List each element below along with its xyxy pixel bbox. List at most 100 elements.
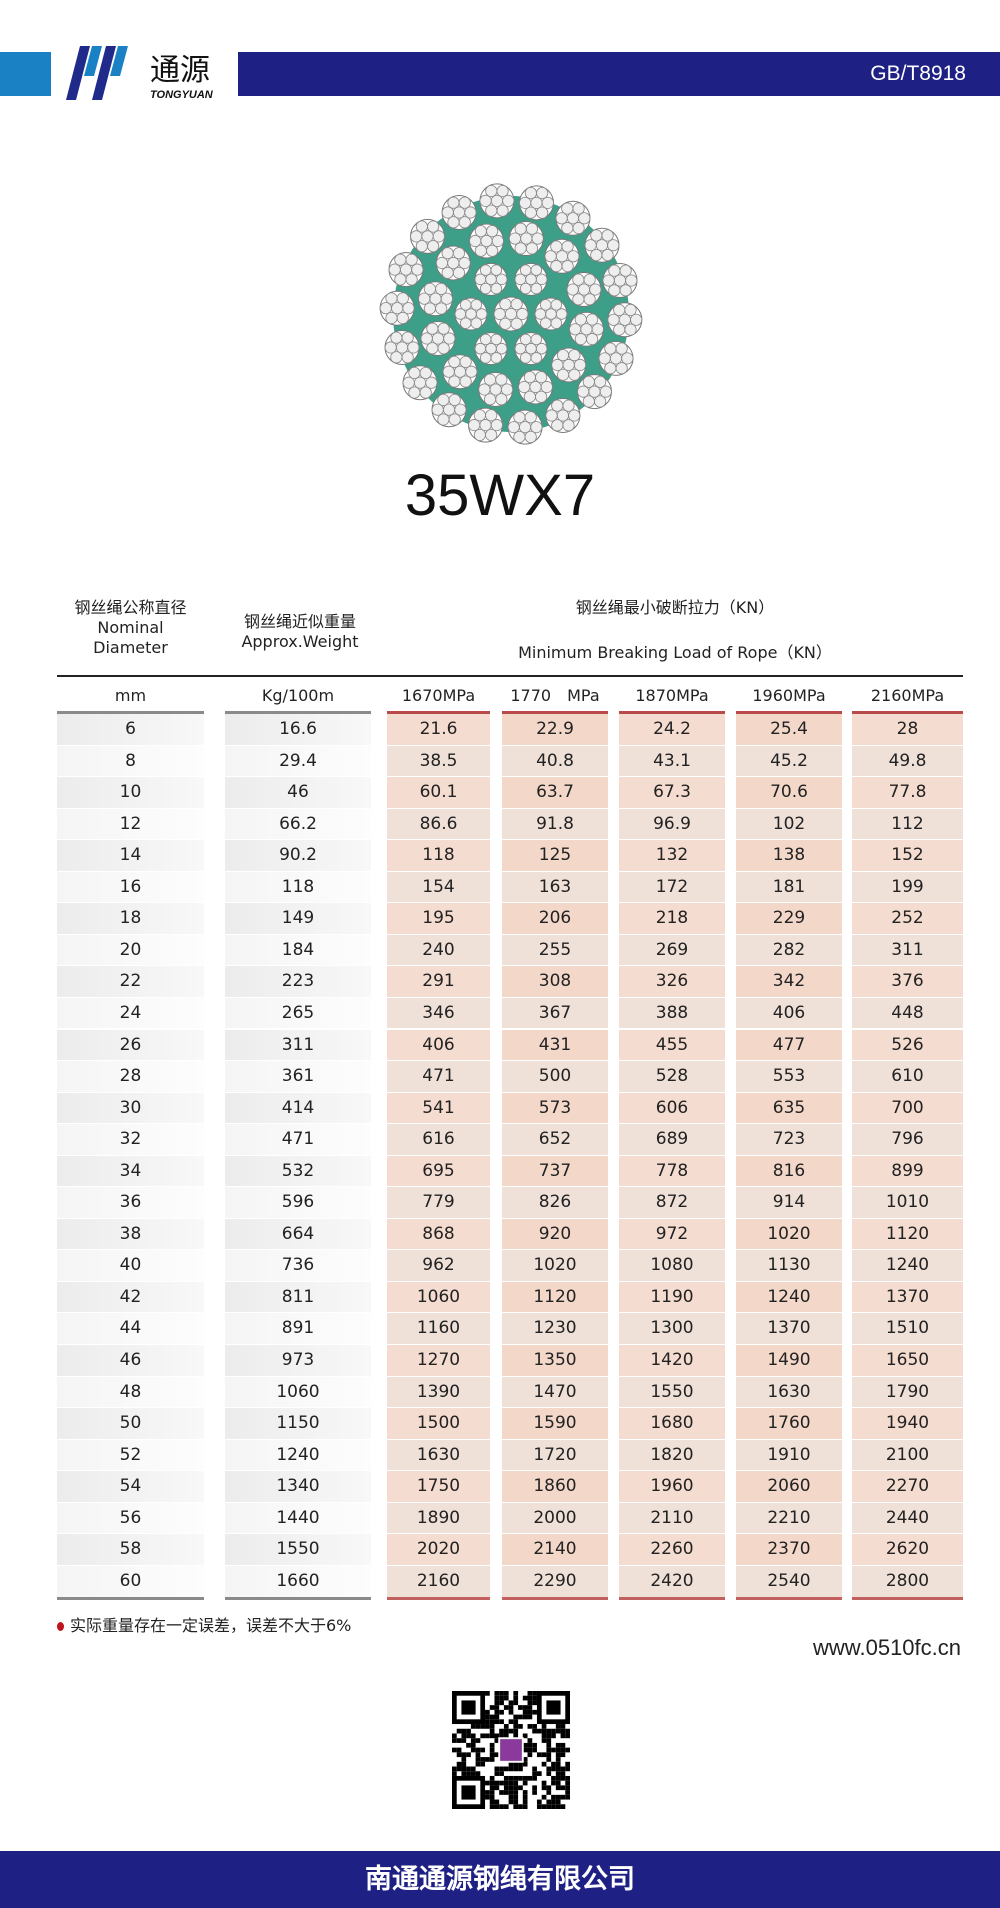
- strand: [435, 245, 471, 281]
- table-cell: 342: [736, 966, 842, 998]
- table-cell: 1130: [736, 1250, 842, 1282]
- table-cell: 2440: [852, 1502, 963, 1535]
- table-cell: 1120: [502, 1281, 608, 1314]
- table-cell: 1240: [225, 1439, 371, 1472]
- strand: [410, 218, 446, 254]
- table-cell: 826: [502, 1187, 608, 1219]
- header-accent-block: [0, 52, 51, 96]
- table-cell: 54: [57, 1471, 204, 1503]
- note-text: 实际重量存在一定误差，误差不大于6%: [70, 1616, 352, 1635]
- table-cell: 1820: [619, 1439, 725, 1472]
- table-cell: 28: [852, 711, 963, 746]
- table-cell: 1350: [502, 1345, 608, 1377]
- table-cell: 448: [852, 997, 963, 1030]
- table-cell: 50: [57, 1408, 204, 1440]
- table-cell: 1650: [852, 1345, 963, 1377]
- weight-header: 钢丝绳近似重量 Approx.Weight: [220, 612, 380, 652]
- table-cell: 2270: [852, 1471, 963, 1503]
- unit-header: 1770 MPa: [510, 686, 600, 705]
- table-cell: 2000: [502, 1502, 608, 1535]
- table-cell: 723: [736, 1124, 842, 1156]
- header-bar: [238, 52, 1000, 96]
- strand: [388, 252, 424, 288]
- table-cell: 972: [619, 1218, 725, 1251]
- table-cell: 2060: [736, 1471, 842, 1503]
- strand: [431, 392, 467, 428]
- table-cell: 455: [619, 1029, 725, 1061]
- load-header-en: Minimum Breaking Load of Rope（KN）: [518, 643, 832, 662]
- table-cell: 181: [736, 871, 842, 904]
- table-cell: 163: [502, 871, 608, 904]
- strand: [474, 332, 508, 366]
- strand: [454, 297, 488, 331]
- table-cell: 43.1: [619, 745, 725, 778]
- unit-header: 1870MPa: [635, 686, 709, 705]
- table-cell: 60: [57, 1565, 204, 1601]
- footer-bar: 南通通源钢绳有限公司: [0, 1851, 1000, 1908]
- table-cell: 2210: [736, 1502, 842, 1535]
- table-cell: 2290: [502, 1565, 608, 1601]
- table-cell: 1160: [387, 1313, 490, 1345]
- table-cell: 689: [619, 1124, 725, 1156]
- table-cell: 138: [736, 840, 842, 872]
- table-cell: 112: [852, 808, 963, 841]
- table-cell: 125: [502, 840, 608, 872]
- table-cell: 1760: [736, 1408, 842, 1440]
- table-cell: 44: [57, 1313, 204, 1345]
- rope-cross-section-image: [379, 183, 643, 445]
- diameter-header-en2: Diameter: [93, 638, 168, 657]
- table-cell: 2540: [736, 1565, 842, 1601]
- table-cell: 891: [225, 1313, 371, 1345]
- table-cell: 616: [387, 1124, 490, 1156]
- strand: [478, 371, 514, 407]
- table-cell: 899: [852, 1155, 963, 1188]
- bullet-icon: [57, 1622, 64, 1631]
- table-cell: 26: [57, 1029, 204, 1061]
- table-cell: 1270: [387, 1345, 490, 1377]
- table-cell: 77.8: [852, 777, 963, 809]
- strand: [507, 409, 543, 445]
- table-cell: 91.8: [502, 808, 608, 841]
- strand: [402, 365, 438, 401]
- table-cell: 1300: [619, 1313, 725, 1345]
- strand: [576, 374, 612, 410]
- table-cell: 12: [57, 808, 204, 841]
- table-cell: 376: [852, 966, 963, 998]
- table-cell: 2260: [619, 1534, 725, 1566]
- table-cell: 48: [57, 1376, 204, 1409]
- table-cell: 152: [852, 840, 963, 872]
- table-cell: 49.8: [852, 745, 963, 778]
- table-cell: 471: [225, 1124, 371, 1156]
- table-cell: 1960: [619, 1471, 725, 1503]
- table-cell: 1500: [387, 1408, 490, 1440]
- table-cell: 541: [387, 1092, 490, 1125]
- table-cell: 6: [57, 711, 204, 746]
- website-link[interactable]: www.0510fc.cn: [813, 1635, 961, 1660]
- table-cell: 1550: [225, 1534, 371, 1566]
- table-cell: 2110: [619, 1502, 725, 1535]
- strand: [544, 238, 580, 274]
- logo-stripes-icon: 通源 TONGYUAN: [66, 46, 214, 101]
- table-cell: 388: [619, 997, 725, 1030]
- table-cell: 40: [57, 1250, 204, 1282]
- logo-en: TONGYUAN: [150, 89, 214, 101]
- strand: [442, 354, 478, 390]
- table-cell: 1060: [387, 1281, 490, 1314]
- table-cell: 118: [387, 840, 490, 872]
- table-cell: 46: [57, 1345, 204, 1377]
- table-cell: 796: [852, 1124, 963, 1156]
- table-cell: 1510: [852, 1313, 963, 1345]
- table-cell: 311: [852, 934, 963, 967]
- strand: [441, 194, 477, 230]
- table-cell: 16: [57, 871, 204, 904]
- table-cell: 1470: [502, 1376, 608, 1409]
- header-divider: [57, 675, 963, 677]
- table-cell: 1010: [852, 1187, 963, 1219]
- strand: [545, 398, 581, 434]
- table-cell: 414: [225, 1092, 371, 1125]
- table-cell: 66.2: [225, 808, 371, 841]
- table-cell: 149: [225, 903, 371, 935]
- table-cell: 868: [387, 1218, 490, 1251]
- table-cell: 56: [57, 1502, 204, 1535]
- unit-header: Kg/100m: [261, 686, 335, 705]
